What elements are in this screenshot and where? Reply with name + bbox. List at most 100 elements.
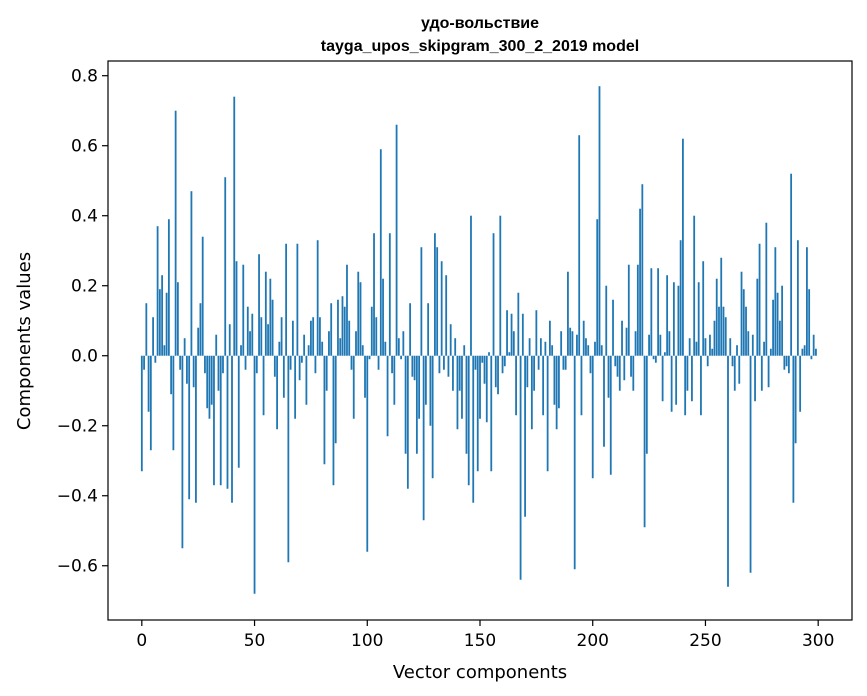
bar xyxy=(781,285,784,356)
bar xyxy=(526,355,529,388)
bar xyxy=(738,355,741,384)
bar xyxy=(808,289,811,356)
bar xyxy=(188,355,191,500)
bar xyxy=(213,355,215,486)
bar xyxy=(641,184,644,356)
bar xyxy=(747,331,750,356)
bar xyxy=(204,355,206,374)
bar xyxy=(544,341,547,356)
bar xyxy=(589,355,592,374)
bar xyxy=(285,243,288,356)
bar xyxy=(143,355,145,370)
bar xyxy=(576,334,578,356)
x-tick-label: 250 xyxy=(689,631,721,651)
bar xyxy=(636,264,639,356)
bar xyxy=(483,355,486,384)
bar xyxy=(754,355,756,402)
bar xyxy=(733,355,736,391)
bar xyxy=(675,355,678,405)
bar xyxy=(258,254,260,356)
bar xyxy=(562,355,565,370)
bar xyxy=(170,355,173,395)
bar xyxy=(654,355,657,363)
bar xyxy=(756,278,759,356)
bar xyxy=(709,334,711,356)
bar xyxy=(368,355,371,360)
bar xyxy=(542,355,545,416)
bar xyxy=(663,352,666,356)
bar xyxy=(361,345,364,356)
bar xyxy=(465,355,468,454)
bar xyxy=(760,355,763,391)
bar xyxy=(226,355,229,489)
bar xyxy=(210,355,213,405)
bar xyxy=(346,264,348,356)
bar xyxy=(458,355,461,391)
bar xyxy=(600,345,603,356)
bar xyxy=(357,271,360,356)
bar xyxy=(267,324,269,356)
bar xyxy=(778,320,781,356)
bar xyxy=(217,355,220,391)
bar xyxy=(528,338,531,356)
bar xyxy=(488,352,490,356)
bar xyxy=(370,306,373,356)
bar xyxy=(682,138,684,356)
bar xyxy=(560,331,563,356)
x-tick-label: 100 xyxy=(351,631,383,651)
bar xyxy=(294,355,297,419)
bar xyxy=(503,355,506,367)
bar xyxy=(792,355,795,503)
bar xyxy=(745,306,747,356)
bar xyxy=(330,303,333,356)
bar xyxy=(512,331,515,356)
x-tick-label: 150 xyxy=(464,631,496,651)
bar xyxy=(152,317,154,356)
bar xyxy=(578,135,581,356)
bar xyxy=(763,341,765,356)
bar xyxy=(571,331,574,356)
bar xyxy=(411,355,414,377)
bar xyxy=(537,355,540,370)
bar xyxy=(508,352,511,356)
bar xyxy=(431,355,434,479)
bar xyxy=(339,338,342,356)
bar xyxy=(334,355,337,444)
bar xyxy=(693,215,696,356)
bar xyxy=(140,355,143,472)
bar xyxy=(452,355,454,391)
bar xyxy=(314,355,317,374)
bar xyxy=(303,334,306,356)
bar xyxy=(312,317,315,356)
bar xyxy=(386,355,389,437)
bar xyxy=(449,324,452,356)
bar xyxy=(307,345,310,356)
bar xyxy=(192,355,195,388)
bar xyxy=(251,313,254,356)
chart-title-line-1: удо-вольствие xyxy=(421,15,539,32)
bar xyxy=(812,334,815,356)
bar xyxy=(172,355,175,451)
bar xyxy=(686,355,689,391)
bar xyxy=(749,355,752,573)
bar xyxy=(282,355,285,398)
bar xyxy=(260,317,263,356)
bar xyxy=(291,320,294,356)
bar xyxy=(156,226,159,356)
bar xyxy=(440,261,443,356)
bar xyxy=(519,355,522,580)
bar xyxy=(393,355,396,405)
bar xyxy=(377,355,380,370)
bar xyxy=(670,355,673,412)
y-tick-label: 0.2 xyxy=(71,277,98,297)
bar xyxy=(555,355,558,430)
bar xyxy=(276,355,278,430)
bar xyxy=(447,355,450,377)
x-tick-label: 300 xyxy=(802,631,834,651)
bar xyxy=(341,296,344,356)
bar xyxy=(783,355,786,370)
bar xyxy=(587,345,590,356)
bar xyxy=(803,345,806,356)
bar xyxy=(271,299,274,356)
bar xyxy=(751,334,754,356)
